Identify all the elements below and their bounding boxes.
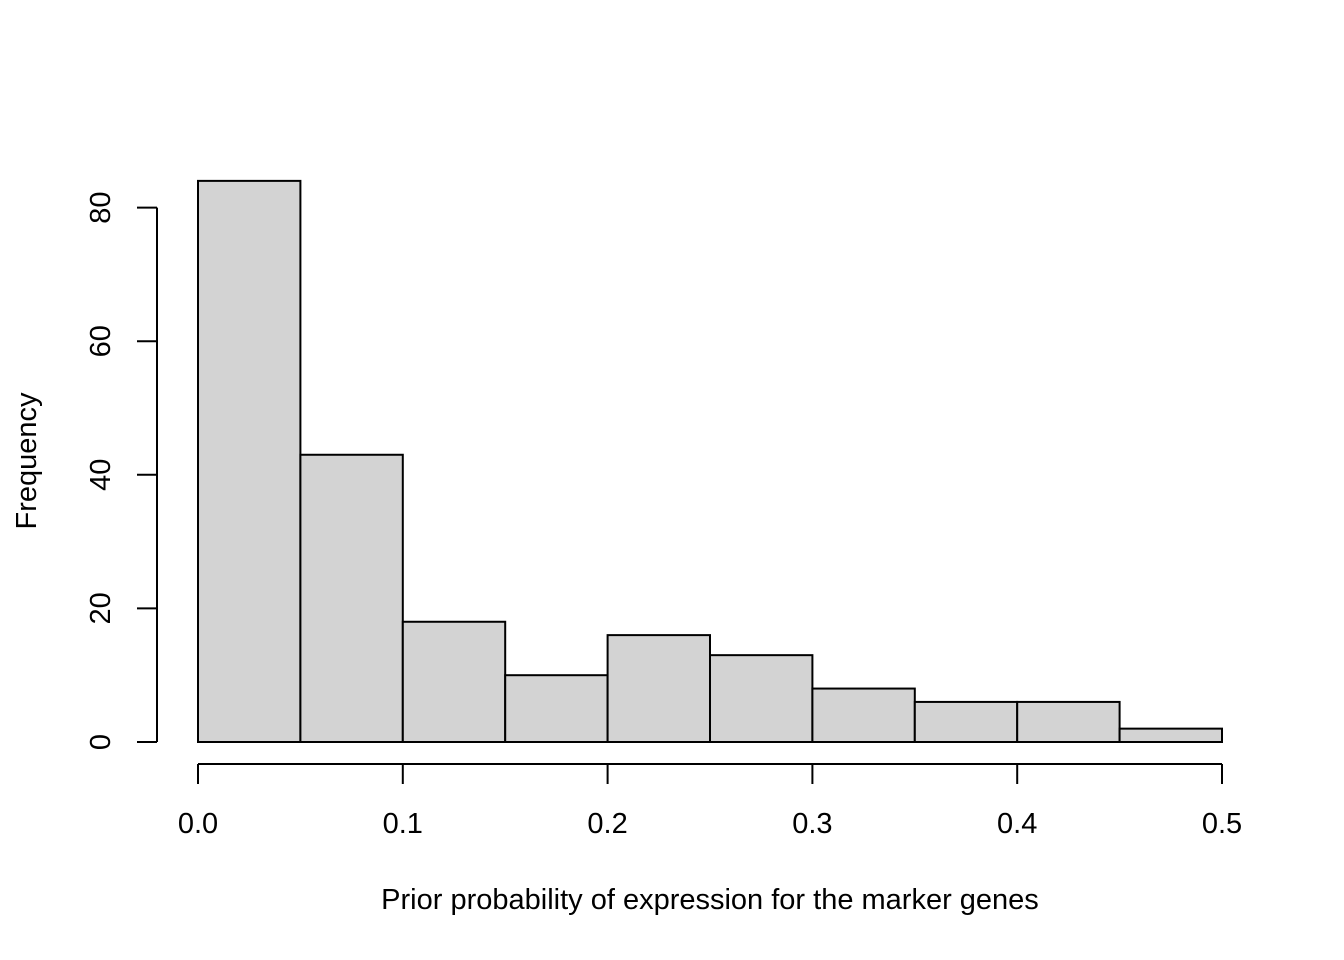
histogram-bar-4	[606, 634, 711, 743]
histogram-bar-0	[197, 179, 302, 743]
x-tick-label-3: 0.3	[792, 808, 832, 840]
y-axis-title: Frequency	[11, 392, 43, 530]
x-axis-title: Prior probability of expression for the …	[381, 884, 1039, 916]
y-tick-label-0: 0	[85, 734, 117, 750]
x-tick-label-2: 0.2	[587, 808, 627, 840]
histogram-bar-6	[811, 687, 916, 743]
x-tick-label-5: 0.5	[1202, 808, 1242, 840]
histogram-bar-2	[401, 620, 507, 744]
histogram-bar-8	[1016, 700, 1121, 743]
y-tick-label-3: 60	[85, 325, 117, 357]
y-tick-label-2: 40	[85, 459, 117, 491]
x-axis: 0.0 0.1 0.2 0.3 0.4 0.5	[178, 763, 1242, 840]
y-axis: 0 20 40 60 80	[85, 191, 158, 750]
x-tick-label-4: 0.4	[997, 808, 1037, 840]
y-tick-label-4: 80	[85, 191, 117, 223]
histogram-bar-9	[1118, 727, 1223, 744]
y-tick-label-1: 20	[85, 592, 117, 624]
histogram-bar-7	[913, 700, 1019, 743]
x-tick-label-0: 0.0	[178, 808, 218, 840]
histogram-bar-3	[504, 674, 609, 744]
histogram-bar-5	[709, 654, 814, 743]
histogram-bar-1	[299, 453, 404, 743]
histogram-bars	[197, 179, 1223, 744]
x-tick-label-1: 0.1	[383, 808, 423, 840]
